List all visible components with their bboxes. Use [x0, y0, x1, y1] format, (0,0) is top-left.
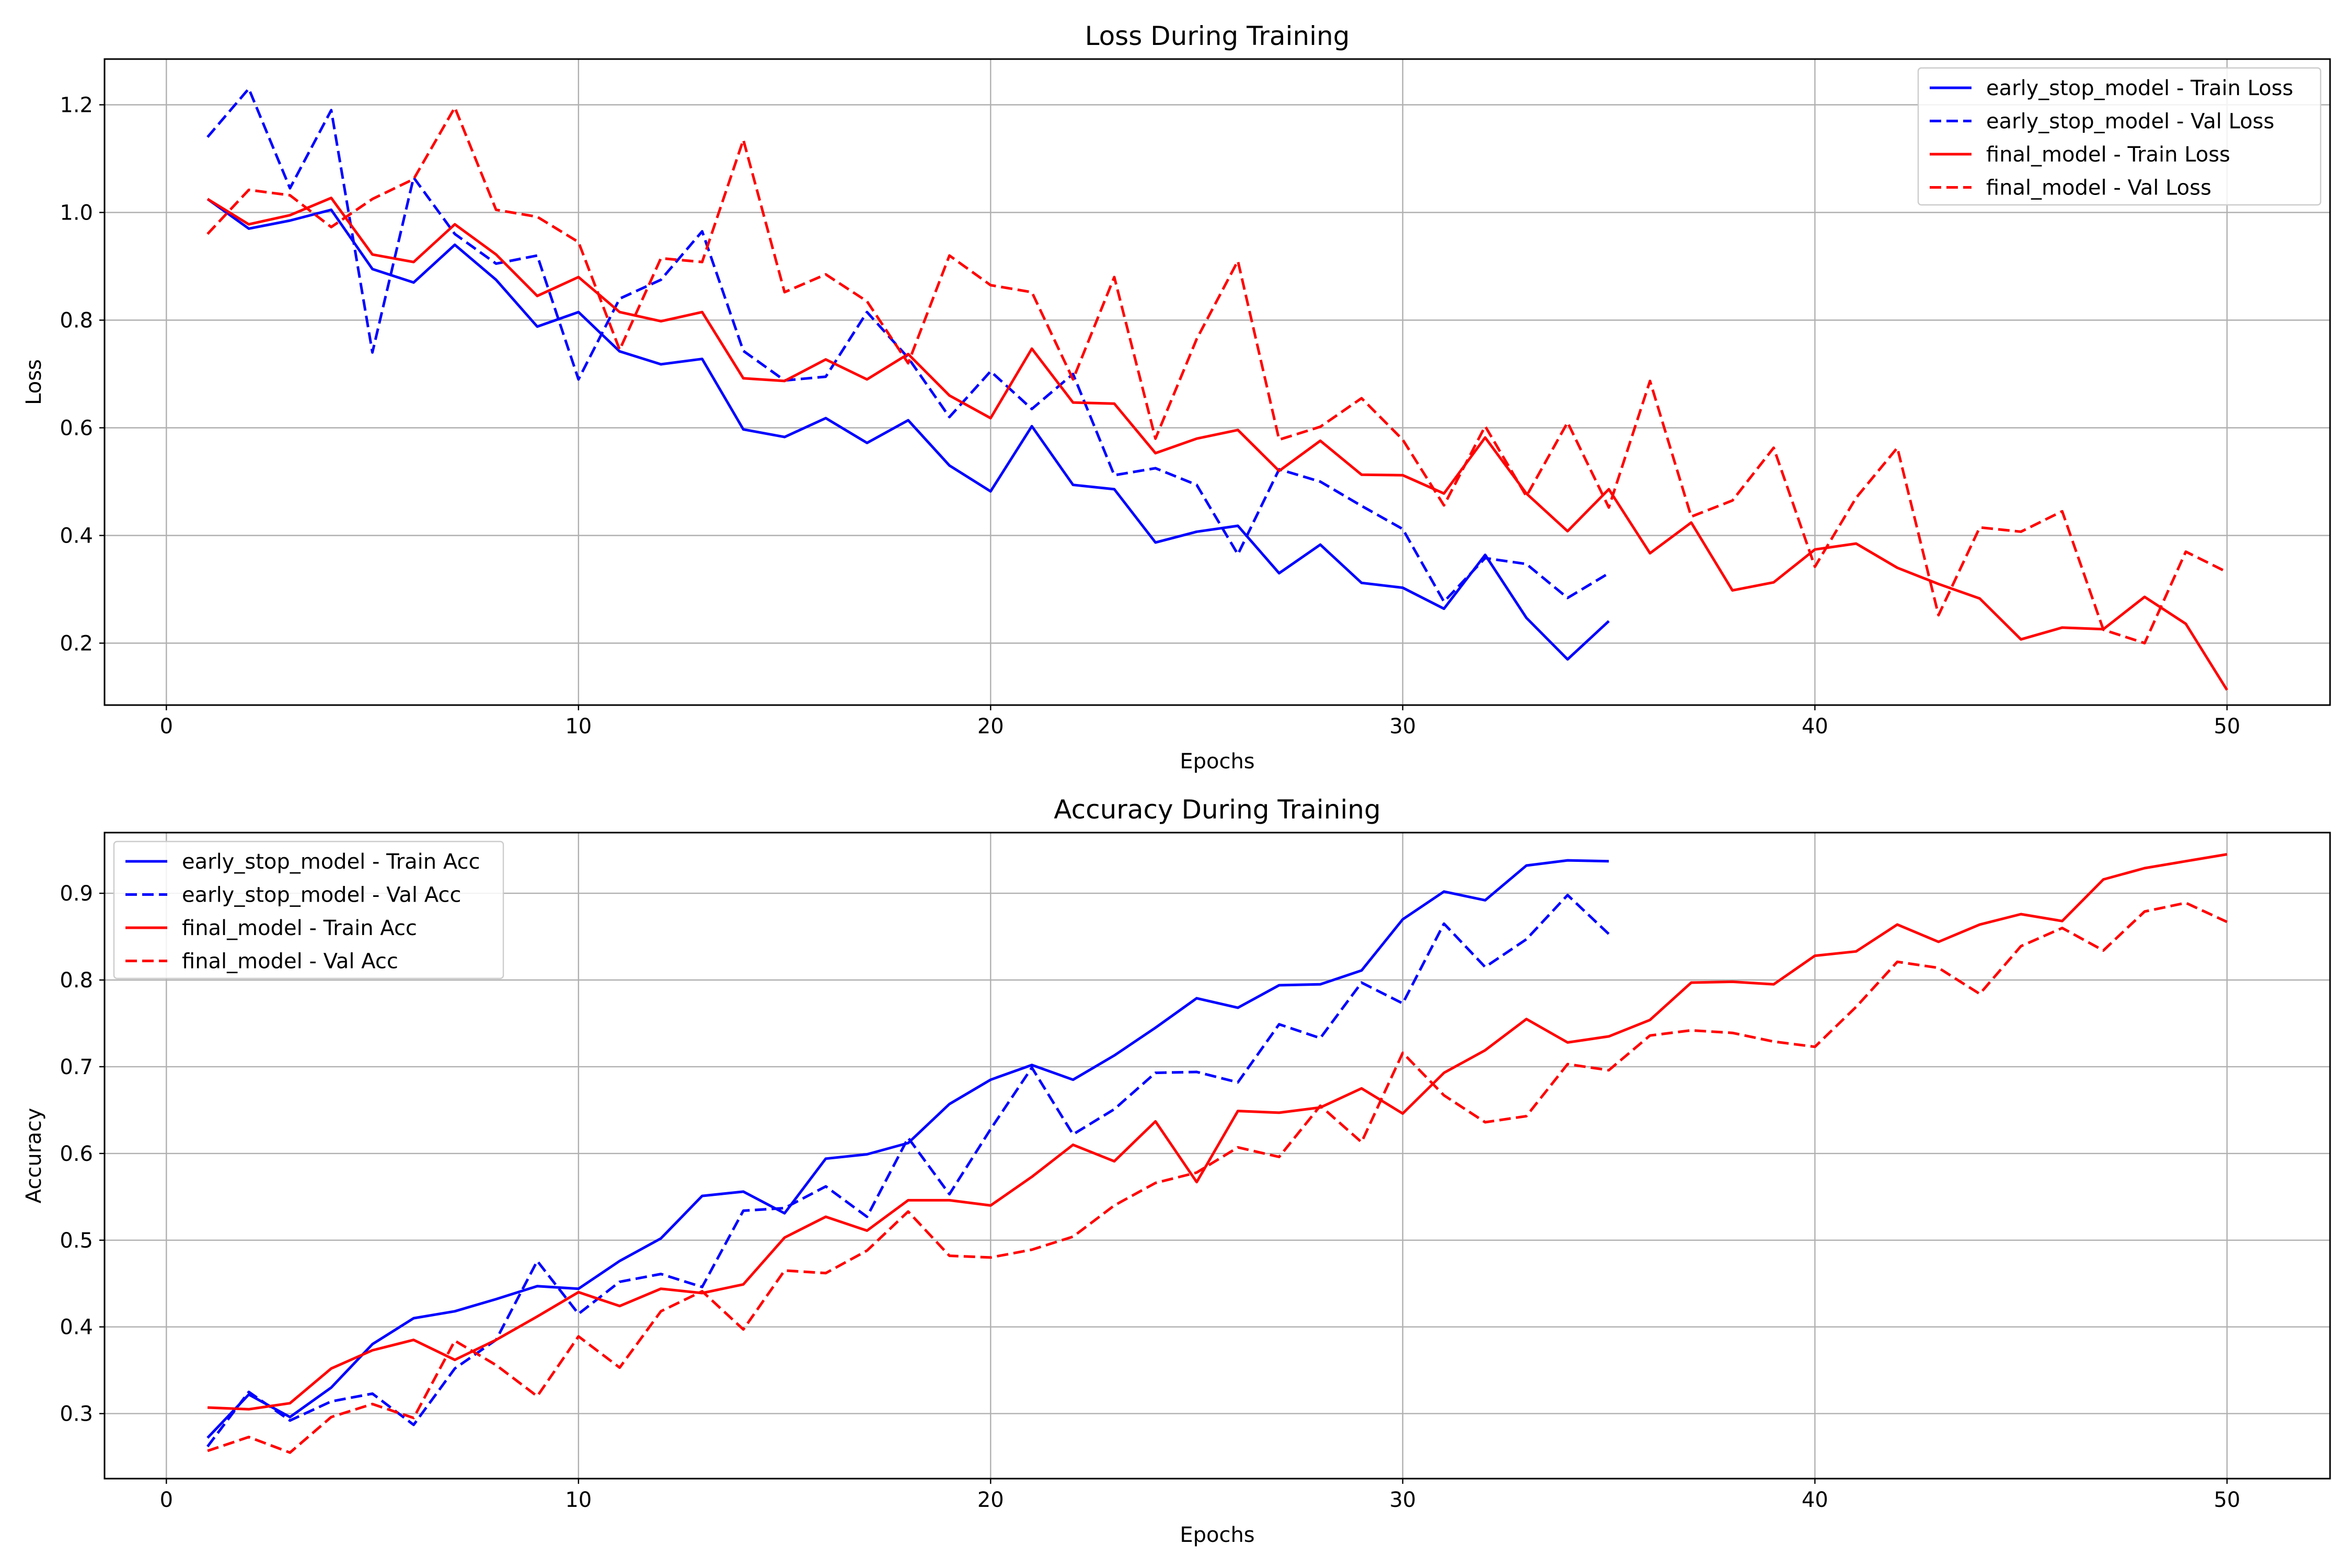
series-line-final-model-train-acc [207, 853, 2228, 1411]
loss-chart: Loss During Training 0 10 20 30 40 50 0.2 0.4 0.… [22, 21, 2331, 774]
y-tick-label: 0.5 [60, 1229, 93, 1253]
legend-label: early_stop_model - Train Loss [1986, 76, 2293, 100]
x-tick-label: 10 [565, 714, 592, 739]
legend-box [113, 840, 504, 979]
y-tick-label: 0.7 [60, 1055, 93, 1079]
x-tick-label: 30 [1389, 714, 1416, 739]
y-tick-label: 0.2 [60, 632, 93, 656]
plot-area-frame [103, 58, 2331, 706]
x-tick-label: 30 [1389, 1488, 1416, 1512]
plot-area-frame [103, 832, 2331, 1480]
y-tick-label: 1.0 [60, 201, 93, 225]
y-tick-label: 0.8 [60, 309, 93, 333]
x-tick-label: 0 [160, 714, 173, 739]
legend-box [1917, 67, 2322, 206]
chart-title: Accuracy During Training [1054, 794, 1380, 825]
y-tick-label: 0.6 [60, 1142, 93, 1166]
series-line-final-model-val-loss [206, 106, 2228, 644]
accuracy-chart: Accuracy During Training 0 10 20 30 40 500.30… [22, 794, 2331, 1547]
series-line-early-stop-model-val-acc [206, 894, 1610, 1448]
series-line-early-stop-model-train-loss [206, 198, 1610, 661]
series-lines [206, 87, 2229, 691]
x-tick-label: 20 [977, 1488, 1004, 1512]
x-tick-label: 40 [1802, 714, 1828, 739]
legend: early_stop_model - Train Acc early_stop_m… [113, 840, 504, 979]
legend-label: final_model - Val Loss [1986, 176, 2211, 200]
gridlines [105, 833, 2330, 1479]
legend: early_stop_model - Train Loss early_stop_… [1917, 67, 2322, 206]
y-tick-label: 1.2 [60, 94, 93, 118]
y-tick-label: 0.6 [60, 417, 93, 441]
x-axis-label: Epochs [1180, 1523, 1254, 1547]
y-tick-label: 0.8 [60, 969, 93, 993]
legend-label: early_stop_model - Val Acc [182, 883, 461, 907]
x-tick-label: 40 [1802, 1488, 1828, 1512]
series-line-final-model-val-acc [207, 901, 2228, 1454]
legend-label: early_stop_model - Train Acc [182, 850, 480, 874]
legend-label: final_model - Train Acc [182, 916, 417, 940]
legend-label: final_model - Val Acc [182, 950, 398, 974]
legend-label: early_stop_model - Val Loss [1986, 110, 2274, 134]
series-line-early-stop-model-train-acc [206, 859, 1609, 1439]
y-tick-label: 0.4 [60, 1316, 93, 1340]
x-tick-label: 10 [565, 1488, 592, 1512]
series-line-final-model-train-loss [206, 197, 2229, 691]
series-lines [206, 853, 2228, 1454]
chart-title: Loss During Training [1085, 21, 1350, 51]
x-tick-label: 50 [2213, 1488, 2240, 1512]
x-tick-label: 50 [2213, 714, 2240, 739]
legend-label: final_model - Train Loss [1986, 143, 2230, 167]
y-tick-label: 0.3 [60, 1402, 93, 1426]
y-tick-label: 0.4 [60, 524, 93, 548]
x-tick-label: 20 [977, 714, 1004, 739]
y-axis-label: Loss [22, 359, 46, 405]
y-tick-label: 0.9 [60, 882, 93, 906]
x-tick-label: 0 [160, 1488, 173, 1512]
x-axis-label: Epochs [1180, 750, 1254, 774]
axis-ticks: 0 10 20 30 40 50 0.3 0.4 0.5 0.6 0.7 0.8 0.9 [60, 882, 2240, 1512]
axis-ticks: 0 10 20 30 40 50 0.2 0.4 0.6 0.8 1.0 1.2 [60, 94, 2240, 739]
y-axis-label: Accuracy [22, 1108, 46, 1204]
